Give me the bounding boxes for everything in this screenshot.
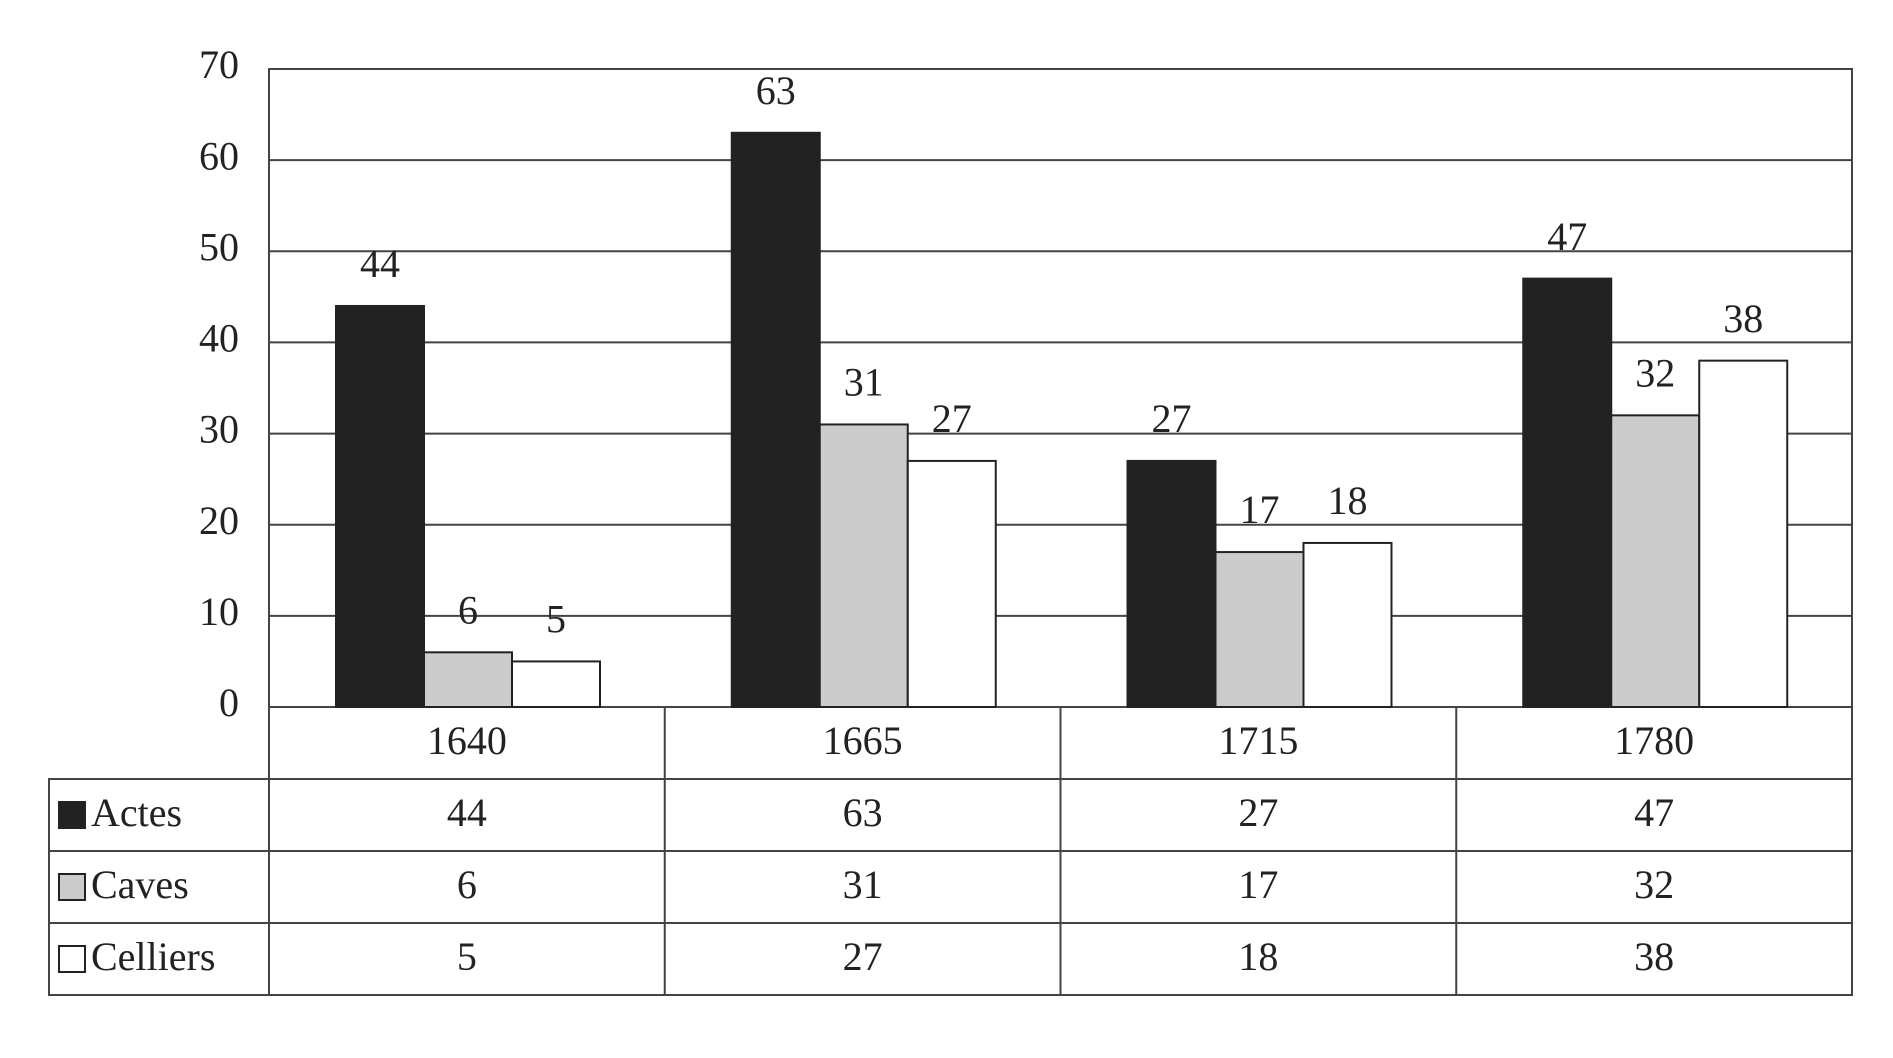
- table-cell: 18: [1238, 934, 1278, 979]
- legend-label: Caves: [91, 862, 189, 907]
- x-tick-label: 1640: [427, 718, 507, 763]
- y-tick-label: 30: [199, 407, 239, 452]
- data-label: 17: [1240, 487, 1280, 532]
- data-label: 32: [1635, 351, 1675, 396]
- table-cell: 6: [457, 862, 477, 907]
- table-cell: 27: [843, 934, 883, 979]
- data-label: 27: [1152, 396, 1192, 441]
- bar: [423, 651, 513, 708]
- legend-swatch: [58, 945, 86, 973]
- table-cell: 27: [1238, 790, 1278, 835]
- bar: [906, 459, 997, 708]
- y-tick-label: 60: [199, 133, 239, 178]
- data-label: 5: [546, 597, 566, 642]
- bar: [511, 660, 601, 709]
- bar: [818, 423, 909, 708]
- data-label: 47: [1547, 214, 1587, 259]
- bar: [335, 304, 425, 708]
- y-tick-label: 40: [199, 316, 239, 361]
- legend-swatch: [58, 801, 86, 829]
- table-cell: 32: [1634, 862, 1674, 907]
- table-cell: 17: [1238, 862, 1278, 907]
- legend-swatch: [58, 873, 86, 901]
- y-tick-label: 20: [199, 498, 239, 543]
- x-tick-label: 1715: [1218, 718, 1298, 763]
- y-tick-label: 50: [199, 224, 239, 269]
- y-tick-label: 0: [219, 680, 239, 725]
- bar: [1302, 541, 1393, 709]
- data-label: 6: [458, 587, 478, 632]
- data-label: 27: [932, 396, 972, 441]
- legend-label: Actes: [91, 790, 182, 835]
- table-cell: 31: [843, 862, 883, 907]
- y-tick-label: 70: [199, 42, 239, 87]
- table-cell: 63: [843, 790, 883, 835]
- data-label: 63: [756, 68, 796, 113]
- table-cell: 47: [1634, 790, 1674, 835]
- bar: [730, 131, 821, 709]
- data-label: 38: [1723, 296, 1763, 341]
- legend-label: Celliers: [91, 934, 215, 979]
- bar: [1522, 277, 1613, 708]
- table-cell: 44: [447, 790, 487, 835]
- data-label: 44: [360, 241, 400, 286]
- bar: [1214, 551, 1305, 708]
- bar: [1126, 459, 1217, 708]
- data-label: 31: [844, 360, 884, 405]
- y-tick-label: 10: [199, 589, 239, 634]
- table-cell: 5: [457, 934, 477, 979]
- bar: [1610, 414, 1701, 708]
- data-label: 18: [1328, 478, 1368, 523]
- x-tick-label: 1780: [1614, 718, 1694, 763]
- x-tick-label: 1665: [823, 718, 903, 763]
- bar: [1698, 359, 1789, 708]
- table-cell: 38: [1634, 934, 1674, 979]
